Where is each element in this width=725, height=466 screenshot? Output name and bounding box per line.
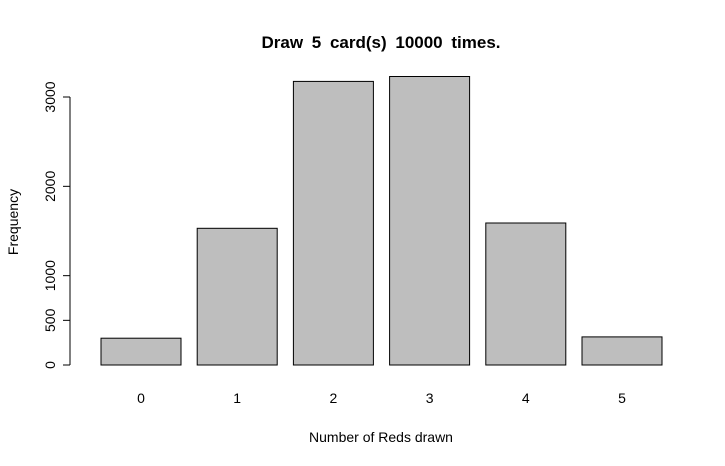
y-tick-label: 0 (42, 361, 58, 369)
y-axis: 0 500 1000 2000 3000 (42, 81, 71, 369)
bar-2 (292, 80, 374, 366)
y-tick-label: 3000 (42, 81, 58, 112)
y-tick-label: 1000 (42, 260, 58, 291)
y-tick-label: 500 (42, 308, 58, 332)
bar-5 (581, 336, 663, 366)
bars (100, 76, 663, 366)
x-tick-label: 2 (330, 390, 338, 406)
x-tick-label: 4 (522, 390, 530, 406)
chart-title: Draw 5 card(s) 10000 times. (261, 33, 500, 52)
bar-0 (100, 337, 182, 366)
x-tick-label: 5 (618, 390, 626, 406)
bar-4 (485, 222, 567, 366)
x-tick-labels: 0 1 2 3 4 5 (137, 390, 626, 406)
x-tick-label: 1 (233, 390, 241, 406)
x-tick-label: 3 (426, 390, 434, 406)
bar-1 (196, 227, 278, 366)
y-axis-label: Frequency (5, 189, 21, 255)
x-tick-label: 0 (137, 390, 145, 406)
y-tick-label: 2000 (42, 171, 58, 202)
x-axis-label: Number of Reds drawn (309, 429, 453, 445)
bar-3 (389, 76, 471, 366)
